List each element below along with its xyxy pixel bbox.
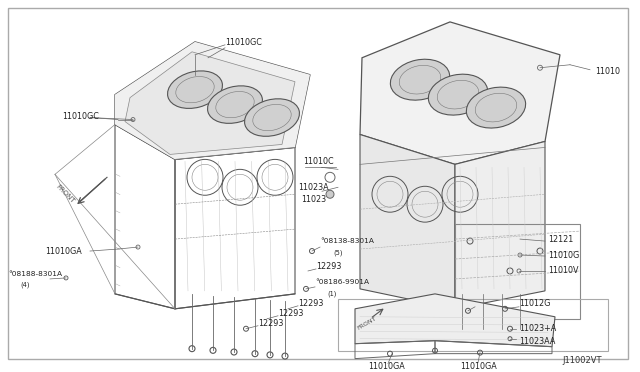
Text: 11023: 11023 [301,195,326,204]
Polygon shape [125,52,295,154]
Ellipse shape [207,86,262,124]
Text: 12121: 12121 [548,235,573,244]
Text: 11023A: 11023A [298,183,328,192]
Text: °08188-8301A: °08188-8301A [8,271,62,277]
Ellipse shape [244,99,300,136]
Ellipse shape [428,74,488,115]
Text: (1): (1) [327,291,337,297]
Polygon shape [355,294,555,347]
Text: (4): (4) [20,282,29,288]
Text: 11010C: 11010C [303,157,333,166]
Text: °08138-8301A: °08138-8301A [320,238,374,244]
Text: 11010GA: 11010GA [460,362,497,371]
Text: 11010GC: 11010GC [225,38,262,47]
Bar [455,224,580,319]
Text: 11010GA: 11010GA [368,362,404,371]
Text: FRONT: FRONT [55,184,76,205]
Polygon shape [360,22,560,164]
Circle shape [326,190,334,198]
Ellipse shape [467,87,525,128]
Text: 12293: 12293 [278,309,303,318]
Text: 11010GC: 11010GC [62,112,99,121]
Text: 11010: 11010 [595,67,620,76]
Polygon shape [115,42,310,159]
Polygon shape [360,135,455,309]
Text: J11002VT: J11002VT [562,356,602,365]
Text: 12293: 12293 [258,319,284,328]
Text: 12293: 12293 [316,263,341,272]
Text: 11023AA: 11023AA [519,337,556,346]
Text: 12293: 12293 [298,299,323,308]
Bar [338,299,608,351]
Text: 11010G: 11010G [548,250,579,260]
Polygon shape [455,141,545,309]
Text: 11012G: 11012G [519,299,550,308]
Ellipse shape [390,59,450,100]
Ellipse shape [168,71,223,108]
Text: (5): (5) [333,250,342,256]
Text: 11010GA: 11010GA [45,247,82,256]
Text: 11023+A: 11023+A [519,324,556,333]
Text: 11010V: 11010V [548,266,579,275]
Text: FRONT: FRONT [356,316,377,331]
Text: °08186-9901A: °08186-9901A [315,279,369,285]
